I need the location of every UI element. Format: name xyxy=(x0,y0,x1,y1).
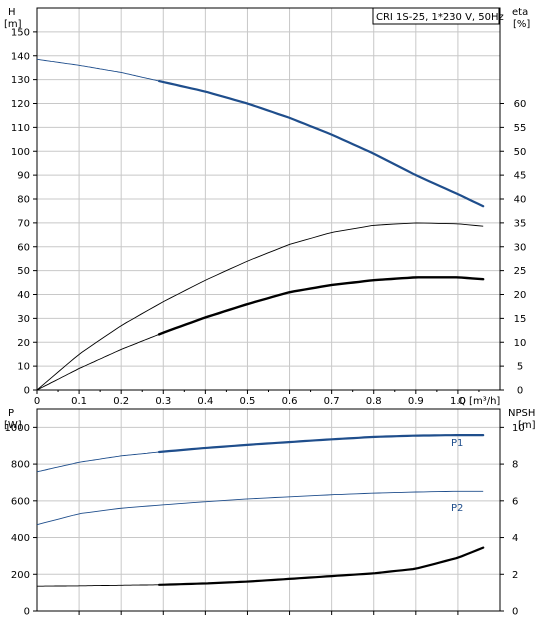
x-tick-label: 0.5 xyxy=(240,396,256,407)
top-y-right-tick-label: 45 xyxy=(514,171,527,182)
bottom-y-right-tick-label: 6 xyxy=(512,496,518,507)
x-tick-label: 0.4 xyxy=(197,396,213,407)
top-y-left-tick-label: 150 xyxy=(11,27,30,38)
top-y-left-tick-label: 130 xyxy=(11,75,30,86)
bottom-y-right-tick-label: 4 xyxy=(512,533,518,544)
top-chart-grid xyxy=(37,8,500,390)
x-tick-label: 0 xyxy=(34,396,40,407)
top-y-right-tick-label: 35 xyxy=(514,218,527,229)
series-H-operating-line xyxy=(158,80,485,208)
bottom-chart-grid xyxy=(37,409,500,611)
top-y-right-tick-label: 20 xyxy=(514,290,527,301)
bottom-y-right-tick-label: 10 xyxy=(512,423,525,434)
top-y-left-tick-label: 20 xyxy=(17,338,30,349)
legend-box-text: CRI 1S-25, 1*230 V, 50Hz xyxy=(376,12,504,23)
x-axis-label: Q [m³/h] xyxy=(458,396,500,407)
top-y-left-tick-label: 10 xyxy=(17,362,30,373)
top-y-right-tick-label: 15 xyxy=(514,314,527,325)
legend-box xyxy=(372,7,500,25)
series-NPSH-operating-line xyxy=(158,546,485,586)
top-y-left-tick-label: 120 xyxy=(11,99,30,110)
bottom-chart-axes xyxy=(36,408,501,612)
bottom-y-left-tick-label: 400 xyxy=(11,533,30,544)
top-y-left-tick-label: 30 xyxy=(17,314,30,325)
top-y-right-label: eta xyxy=(512,7,528,18)
top-y-right-tick-label: 0 xyxy=(517,386,523,397)
series-eta_thick-operating-line xyxy=(157,276,485,336)
top-y-left-tick-label: 90 xyxy=(17,171,30,182)
top-y-left-unit: [m] xyxy=(4,19,22,30)
series-label-p1: P1 xyxy=(451,438,463,449)
bottom-y-left-unit: [W] xyxy=(4,420,22,431)
x-tick-label: 0.1 xyxy=(71,396,87,407)
x-tick-label: 0.6 xyxy=(282,396,298,407)
series-eta_thin-line xyxy=(36,222,484,391)
top-y-left-tick-label: 0 xyxy=(24,386,30,397)
series-eta_thick-line xyxy=(36,333,160,391)
top-y-left-tick-label: 60 xyxy=(17,242,30,253)
top-y-right-tick-label: 40 xyxy=(514,195,527,206)
series-P1-line xyxy=(36,451,160,473)
bottom-y-left-tick-label: 600 xyxy=(11,496,30,507)
series-P2-line xyxy=(36,490,484,526)
x-tick-label: 0.8 xyxy=(366,396,382,407)
top-y-left-tick-label: 110 xyxy=(11,123,30,134)
top-y-left-label: H xyxy=(8,7,16,18)
top-chart-ticks: 0102030405060708090100110120130140150051… xyxy=(11,27,526,407)
bottom-y-left-tick-label: 800 xyxy=(11,460,30,471)
bottom-chart-series xyxy=(36,434,485,587)
top-y-right-tick-label: 60 xyxy=(514,99,527,110)
top-y-right-tick-label: 50 xyxy=(514,147,527,158)
top-y-right-unit: [%] xyxy=(513,19,530,30)
series-NPSH-line xyxy=(37,584,160,587)
x-tick-label: 0.2 xyxy=(113,396,129,407)
x-tick-label: 1.0 xyxy=(450,396,466,407)
bottom-y-left-tick-label: 1000 xyxy=(5,423,30,434)
top-y-right-tick-label: 30 xyxy=(514,242,527,253)
bottom-plot-frame xyxy=(36,408,501,612)
top-y-right-tick-label: 5 xyxy=(517,362,523,373)
x-tick-label: 0.9 xyxy=(408,396,424,407)
bottom-y-left-label: P xyxy=(8,408,14,419)
series-label-p2: P2 xyxy=(451,503,463,514)
top-y-right-tick-label: 10 xyxy=(514,338,527,349)
bottom-y-right-tick-label: 2 xyxy=(512,570,518,581)
bottom-y-right-unit: [m] xyxy=(518,420,536,431)
bottom-y-left-tick-label: 200 xyxy=(11,570,30,581)
top-y-left-tick-label: 40 xyxy=(17,290,30,301)
x-tick-label: 0.7 xyxy=(324,396,340,407)
bottom-y-right-tick-label: 0 xyxy=(512,607,518,618)
series-P1-operating-line xyxy=(158,434,485,454)
x-tick-label: 0.3 xyxy=(155,396,171,407)
bottom-y-left-tick-label: 0 xyxy=(24,607,30,618)
top-y-left-tick-label: 100 xyxy=(11,147,30,158)
top-y-left-tick-label: 80 xyxy=(17,195,30,206)
top-y-left-tick-label: 70 xyxy=(17,218,30,229)
top-chart-series xyxy=(36,58,485,391)
top-y-right-tick-label: 55 xyxy=(514,123,527,134)
bottom-chart-ticks: 0 200 400 600 800 1000 0 2 4 6 8 10 xyxy=(5,423,525,618)
top-y-left-tick-label: 50 xyxy=(17,266,30,277)
bottom-y-right-tick-label: 8 xyxy=(512,460,518,471)
top-y-right-tick-label: 25 xyxy=(514,266,527,277)
top-y-left-tick-label: 140 xyxy=(11,51,30,62)
series-H-line xyxy=(36,58,160,82)
bottom-y-right-label: NPSH xyxy=(508,408,535,419)
